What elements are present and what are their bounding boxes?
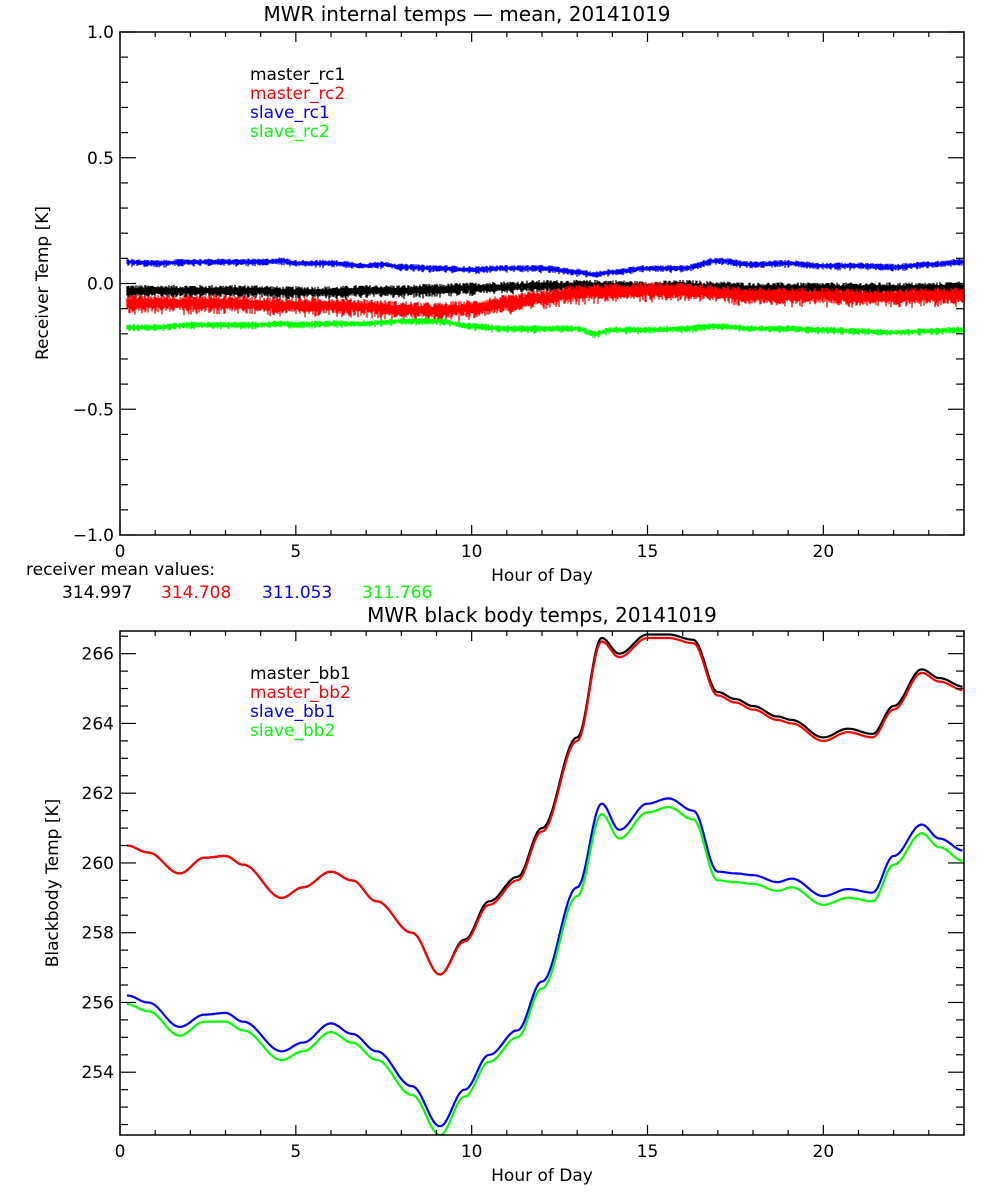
- internal-temps-chart: MWR internal temps — mean, 20141019 0 5 10…: [26, 2, 965, 603]
- series-slave_rc1: [126, 257, 964, 278]
- x-tick-label: 20: [813, 1142, 835, 1162]
- x-tick-label: 5: [290, 1142, 301, 1162]
- x-tick-label: 20: [813, 542, 835, 562]
- x-axis-label: Hour of Day: [491, 1166, 593, 1186]
- series-band: [126, 282, 964, 323]
- y-axis-label: Receiver Temp [K]: [33, 206, 53, 360]
- x-tick-label: 0: [115, 542, 126, 562]
- legend-entry: slave_bb1: [250, 702, 335, 722]
- x-tick-label: 5: [290, 542, 301, 562]
- x-tick-label: 15: [637, 542, 659, 562]
- chart-title: MWR black body temps, 20141019: [367, 603, 717, 627]
- series-slave_bb1: [126, 797, 963, 1128]
- x-tick-label: 0: [115, 1142, 126, 1162]
- y-tick-label: 254: [82, 1063, 114, 1083]
- y-tick-label: 1.0: [87, 23, 114, 43]
- y-tick-label: −1.0: [73, 526, 114, 546]
- legend-entry: slave_rc2: [250, 122, 330, 142]
- x-axis-label: Hour of Day: [491, 566, 593, 586]
- receiver-mean-value: 311.766: [362, 583, 432, 603]
- series-band: [126, 257, 964, 278]
- legend-entry: slave_bb2: [250, 721, 335, 741]
- legend-entry: slave_rc1: [250, 103, 330, 123]
- series-slave_rc2: [126, 317, 964, 338]
- plot-frame: [119, 630, 965, 1136]
- y-tick-label: 264: [82, 714, 114, 734]
- series-slave_bb2: [126, 806, 963, 1135]
- blackbody-temps-chart: MWR black body temps, 20141019 0 5 10 15 20 …: [43, 603, 965, 1186]
- y-tick-label: −0.5: [73, 400, 114, 420]
- series-master_rc2: [126, 282, 964, 323]
- x-ticks: [119, 32, 965, 535]
- x-tick-label: 10: [461, 542, 483, 562]
- legend-entry: master_bb1: [250, 664, 351, 684]
- y-ticks: [120, 31, 964, 536]
- x-tick-labels: 0 5 10 15 20: [115, 542, 835, 562]
- y-ticks: [120, 635, 964, 1126]
- receiver-mean-label: receiver mean values:: [26, 560, 215, 580]
- legend-entry: master_bb2: [250, 683, 351, 703]
- receiver-mean-value: 311.053: [262, 583, 332, 603]
- receiver-mean-values: 314.997 314.708 311.053 311.766: [62, 583, 432, 603]
- x-tick-label: 15: [637, 1142, 659, 1162]
- y-tick-label: 0.5: [87, 149, 114, 169]
- x-tick-labels: 0 5 10 15 20: [115, 1142, 835, 1162]
- y-tick-label: 256: [82, 993, 114, 1013]
- series-band: [126, 317, 964, 338]
- y-axis-label: Blackbody Temp [K]: [43, 799, 63, 968]
- y-tick-label: 0.0: [87, 275, 114, 295]
- x-ticks: [119, 631, 965, 1135]
- x-tick-label: 10: [461, 1142, 483, 1162]
- plot-area-bottom: [126, 633, 963, 1135]
- chart-title: MWR internal temps — mean, 20141019: [263, 2, 670, 26]
- series-master_bb2: [126, 636, 963, 976]
- plot-area-top: [126, 257, 964, 338]
- receiver-mean-value: 314.708: [161, 583, 231, 603]
- y-tick-labels: −1.0 −0.5 0.0 0.5 1.0: [73, 23, 114, 546]
- y-tick-label: 258: [82, 924, 114, 944]
- receiver-mean-value: 314.997: [62, 583, 132, 603]
- legend-entry: master_rc2: [250, 84, 345, 104]
- y-tick-labels: 254 256 258 260 262 264 266: [82, 645, 114, 1084]
- y-tick-label: 266: [82, 645, 114, 665]
- legend-entry: master_rc1: [250, 65, 345, 85]
- y-tick-label: 260: [82, 854, 114, 874]
- y-tick-label: 262: [82, 784, 114, 804]
